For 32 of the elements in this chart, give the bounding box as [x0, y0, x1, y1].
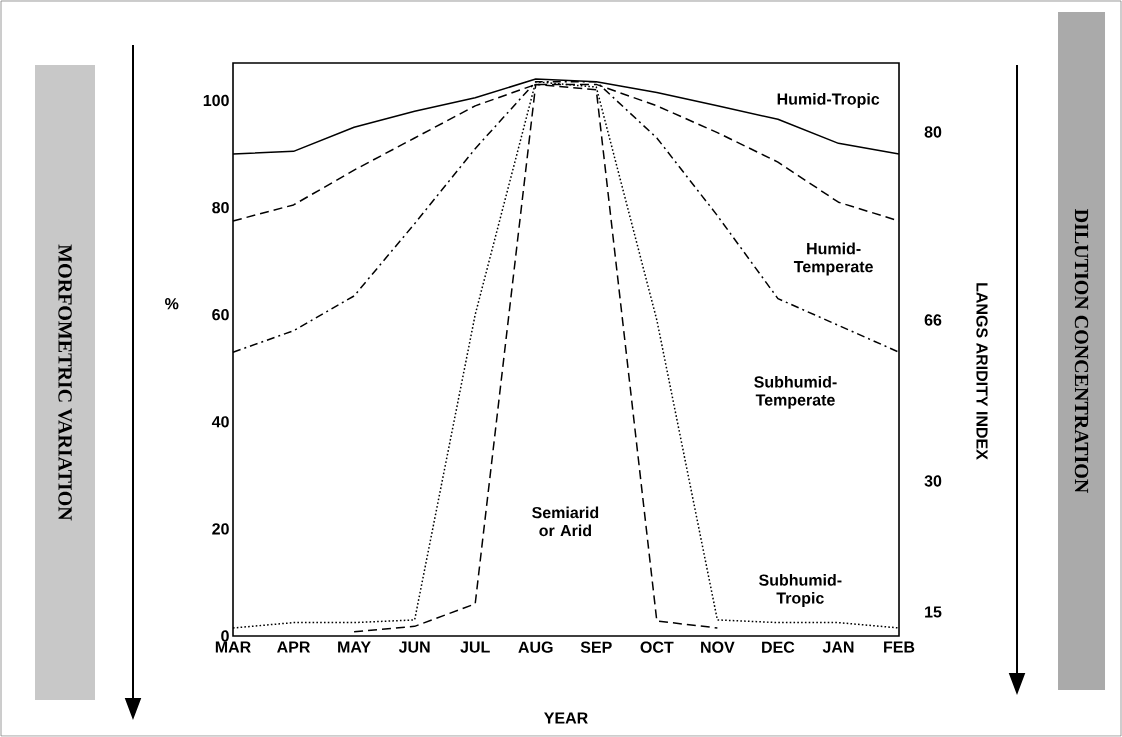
text: 80: [924, 126, 942, 138]
y-tick-label: 20: [212, 523, 229, 535]
y-tick-label: 80: [212, 201, 229, 214]
text: 15: [925, 606, 942, 618]
text: Semiarid or Arid: [532, 506, 599, 537]
x-tick-label: DEC: [762, 641, 795, 653]
x-tick-label: JUL: [460, 641, 490, 653]
x-tick-label: AUG: [518, 641, 553, 653]
x-tick-label: NOV: [701, 641, 735, 653]
text: Subhumid-Temperate: [754, 375, 837, 409]
series-label: Humid-Tropic: [777, 93, 880, 108]
y2-axis-title: LANGS ARIDITY INDEX: [976, 283, 988, 460]
text: DILUTION CONCENTRATION: [1074, 209, 1089, 494]
text: MORFOMETRIC VARIATION: [58, 244, 72, 521]
y-tick-label: 100: [203, 94, 229, 107]
x-tick-label: MAY: [338, 641, 371, 653]
x-axis-title: YEAR: [544, 712, 588, 724]
x-tick-label: JAN: [822, 641, 854, 653]
series-label: Humid-Temperate: [793, 242, 873, 276]
y-tick-label: 40: [211, 416, 229, 428]
x-tick-label: APR: [277, 641, 311, 653]
x-tick-label: FEB: [884, 641, 915, 653]
x-tick-label: MAR: [215, 641, 251, 653]
text: 30: [924, 475, 942, 487]
y-tick-label: 60: [212, 309, 229, 321]
text: 66: [924, 314, 942, 326]
x-tick-label: JUN: [398, 641, 430, 653]
x-tick-label: OCT: [640, 641, 674, 653]
y-tick-label: 0: [221, 630, 229, 642]
y-axis-title: %: [165, 298, 179, 310]
series-label: Subhumid-Tropic: [759, 574, 842, 607]
x-tick-label: SEP: [580, 641, 612, 653]
